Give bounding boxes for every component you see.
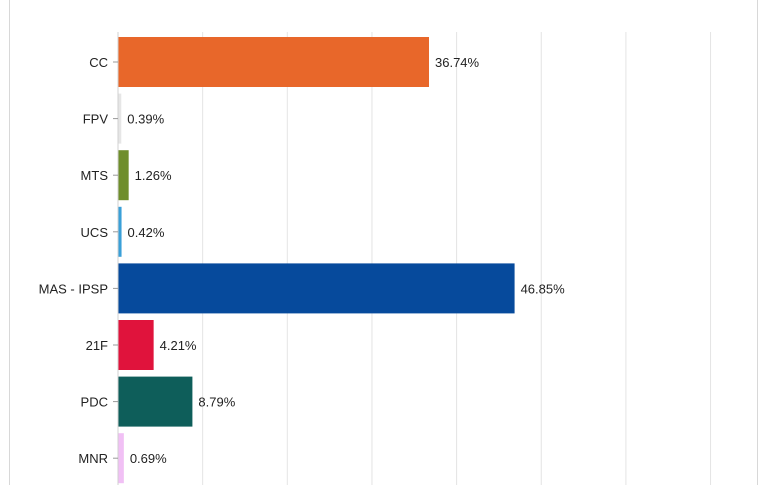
- y-axis: CC FPV MTS UCS MAS - IPSP 21F PDC MNR: [39, 32, 119, 485]
- y-tick-label: MNR: [78, 451, 108, 466]
- y-tick-label: UCS: [81, 225, 109, 240]
- right-border: [757, 0, 758, 485]
- bar-pdc: [118, 376, 193, 427]
- data-label: 0.39%: [127, 112, 164, 127]
- data-label: 0.69%: [130, 451, 167, 466]
- bar-cc: [118, 37, 430, 87]
- data-label: 1.26%: [135, 168, 172, 183]
- y-tick-label: FPV: [83, 112, 109, 127]
- y-tick-label: MTS: [81, 168, 109, 183]
- bar-mas-ipsp: [118, 263, 515, 314]
- gridlines: [202, 32, 712, 485]
- data-label: 0.42%: [128, 225, 165, 240]
- data-label: 8.79%: [198, 395, 235, 410]
- data-labels: 36.74% 0.39% 1.26% 0.42% 46.85% 4.21% 8.79% 0.6…: [127, 55, 565, 466]
- bar-ucs: [118, 206, 122, 257]
- data-label: 4.21%: [160, 338, 197, 353]
- bar-mts: [118, 150, 129, 201]
- y-tick-label: 21F: [86, 338, 108, 353]
- bar-mnr: [118, 433, 124, 484]
- data-label: 46.85%: [521, 281, 566, 296]
- bars: [118, 37, 515, 484]
- y-tick-label: MAS - IPSP: [39, 281, 108, 296]
- y-tick-label: PDC: [81, 395, 108, 410]
- bar-21f: [118, 320, 154, 370]
- data-label: 36.74%: [435, 55, 480, 70]
- bar-fpv: [118, 93, 122, 144]
- y-tick-label: CC: [89, 55, 108, 70]
- left-border: [9, 0, 10, 485]
